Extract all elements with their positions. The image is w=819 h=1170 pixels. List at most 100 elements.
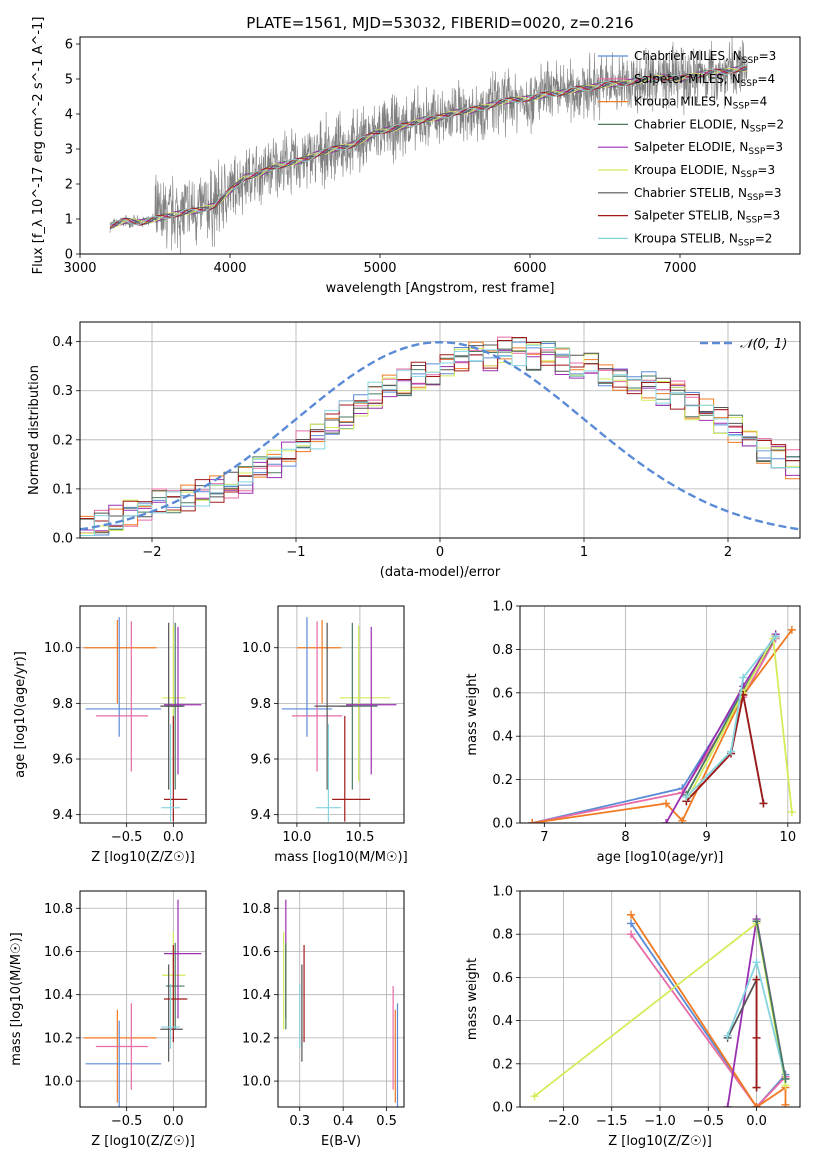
- axes-frame: [79, 321, 801, 539]
- series-line-kroupa-miles: [532, 629, 793, 823]
- x-axis-label: Z [log10(Z/Z☉)]: [91, 850, 195, 865]
- plus-marker: [787, 625, 796, 634]
- x-tick-label: 3000: [63, 261, 96, 276]
- figure-title: PLATE=1561, MJD=53032, FIBERID=0020, z=0…: [246, 14, 633, 32]
- axes-frame: [79, 890, 207, 1108]
- axes-frame: [79, 605, 207, 824]
- massweight-vs-age-plot-area: [528, 625, 796, 823]
- mass-vs-EBV-panel: 0.3 0.4 0.5 10.0 10.2 10.4 10.6 10.8 E(B-V): [242, 890, 405, 1149]
- model-line-chabrier-stelib: [109, 68, 748, 230]
- plus-marker: [530, 1092, 539, 1101]
- spectrum-data-line: [109, 37, 748, 254]
- x-axis-label: wavelength [Angstrom, rest frame]: [326, 281, 555, 296]
- y-tick-label: 4: [65, 108, 73, 123]
- legend-entry: Kroupa STELIB, NSSP=2: [634, 231, 772, 248]
- plus-marker: [662, 819, 671, 823]
- x-tick-label: 2: [724, 545, 732, 560]
- legend-entry: Kroupa ELODIE, NSSP=3: [634, 163, 775, 180]
- y-tick-label: 0.0: [492, 1101, 513, 1116]
- y-tick-label: 10.0: [242, 1075, 271, 1090]
- legend-entry: 𝒩(0, 1): [740, 337, 787, 352]
- legend-entry: Chabrier STELIB, NSSP=3: [634, 186, 782, 203]
- y-tick-label: 9.6: [250, 753, 271, 768]
- plus-marker: [627, 919, 636, 928]
- legend-entry: Chabrier MILES, NSSP=3: [634, 49, 776, 66]
- y-tick-label: 2: [65, 178, 73, 193]
- legend-entry: Salpeter STELIB, NSSP=3: [634, 209, 780, 226]
- x-tick-label: −1: [286, 545, 305, 560]
- legend-value: =2: [766, 117, 784, 131]
- x-axis-label: E(B-V): [321, 1134, 361, 1149]
- series-line-kroupa-stelib: [685, 635, 777, 798]
- y-tick-label: 0.8: [492, 928, 513, 943]
- x-tick-label: 10.5: [345, 830, 374, 845]
- residual-hist-plot-area: [80, 336, 800, 536]
- plus-marker: [752, 975, 761, 984]
- plus-marker: [752, 1033, 761, 1042]
- legend-subscript: SSP: [748, 147, 765, 157]
- legend-value: =2: [755, 231, 773, 245]
- y-tick-label: 0.2: [52, 433, 73, 448]
- legend-subscript: SSP: [746, 216, 763, 226]
- y-tick-label: 6: [65, 38, 73, 53]
- legend-value: =4: [757, 72, 775, 86]
- age-vs-mass-panel: 10.0 10.5 9.4 9.6 9.8 10.0 mass [log10(M/M☉)]: [242, 605, 408, 865]
- model-line-chabrier-elodie: [109, 65, 748, 225]
- x-tick-label: 5000: [363, 261, 396, 276]
- massweight-vs-Z-plot-area: [530, 910, 790, 1107]
- spectrum-plot-area: [109, 37, 748, 254]
- mass-vs-Z-panel: −0.5 0.0 10.0 10.2 10.4 10.6 10.8 Z [log10(Z/Z☉…: [9, 890, 207, 1149]
- legend-value: =3: [763, 209, 781, 223]
- legend-value: =3: [759, 49, 777, 63]
- plus-marker: [781, 1074, 790, 1083]
- y-tick-label: 0.4: [492, 730, 513, 745]
- y-tick-label: 9.8: [250, 697, 271, 712]
- plus-marker: [759, 799, 768, 808]
- hist-step-salpeter-stelib: [80, 337, 800, 527]
- legend-entry: Salpeter ELODIE, NSSP=3: [634, 140, 783, 157]
- x-tick-label: −1.5: [596, 1114, 628, 1129]
- x-tick-label: 8: [621, 830, 629, 845]
- x-tick-label: 10: [780, 830, 797, 845]
- y-tick-label: 10.8: [44, 902, 73, 917]
- x-tick-label: −2: [142, 545, 161, 560]
- series-line-salpeter-miles: [630, 933, 787, 1107]
- axes-frame: [519, 890, 801, 1108]
- mass-vs-Z-plot-area: [83, 899, 202, 1107]
- age-vs-Z-panel: −0.5 0.0 9.4 9.6 9.8 10.0 Z [log10(Z/Z☉)] age […: [13, 605, 207, 865]
- x-tick-label: 0.3: [289, 1114, 310, 1129]
- series-line-chabrier-elodie: [755, 921, 787, 1080]
- x-tick-label: 0.0: [163, 830, 184, 845]
- y-tick-label: 0.6: [492, 971, 513, 986]
- x-tick-label: −0.5: [111, 830, 143, 845]
- x-tick-label: 10.0: [282, 830, 311, 845]
- y-axis-label: mass weight: [465, 958, 480, 1040]
- plus-marker: [739, 673, 748, 682]
- spectrum-panel: 3000 4000 5000 6000 7000 0 1 2 3 4 5 6 wavelength [A…: [31, 17, 801, 296]
- legend-subscript: SSP: [741, 170, 758, 180]
- y-tick-label: 0.0: [492, 817, 513, 832]
- y-axis-label: mass [log10(M/M☉)]: [9, 932, 24, 1065]
- y-tick-label: 5: [65, 73, 73, 88]
- x-tick-label: 7: [540, 830, 548, 845]
- series-line-kroupa-elodie: [685, 635, 793, 813]
- axes-frame: [277, 890, 405, 1108]
- legend-subscript: SSP: [738, 238, 755, 248]
- y-tick-label: 0: [65, 248, 73, 263]
- plus-marker: [723, 1103, 732, 1107]
- model-line-salpeter-stelib: [109, 65, 748, 229]
- y-tick-label: 0.1: [52, 482, 73, 497]
- y-tick-label: 0.3: [52, 384, 73, 399]
- y-tick-label: 0.2: [492, 773, 513, 788]
- plus-marker: [662, 799, 671, 808]
- massweight-vs-Z-panel: −2.0 −1.5 −1.0 −0.5 0.0 0.0 0.2 0.4 0.6 0.8 1.0 Z […: [465, 885, 801, 1149]
- plus-marker: [528, 819, 537, 823]
- age-vs-Z-plot-area: [83, 617, 202, 822]
- age-vs-mass-plot-area: [281, 617, 397, 822]
- plus-marker: [752, 1103, 761, 1107]
- spectrum-legend: Chabrier MILES, NSSP=3 Salpeter MILES, NS…: [598, 49, 784, 248]
- y-tick-label: 10.8: [242, 902, 271, 917]
- x-tick-label: 1: [580, 545, 588, 560]
- series-line-salpeter-stelib: [685, 694, 765, 804]
